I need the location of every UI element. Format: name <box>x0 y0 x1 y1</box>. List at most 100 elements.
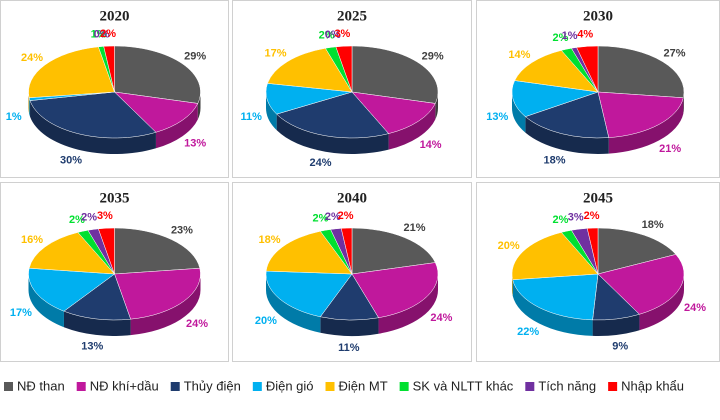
data-label: 2% <box>100 28 116 40</box>
slice <box>103 45 115 93</box>
slice <box>98 227 115 275</box>
data-label: 0% <box>325 29 341 41</box>
slice-side <box>512 279 593 336</box>
slice <box>511 80 599 117</box>
legend-label: Điện MT <box>339 378 388 393</box>
slice-side <box>29 97 31 117</box>
slice <box>267 47 353 93</box>
slice <box>265 230 353 275</box>
data-label: 24% <box>684 302 706 314</box>
slice <box>514 50 599 93</box>
data-label: 23% <box>171 224 193 236</box>
data-label: 29% <box>184 50 206 62</box>
slice-side <box>639 274 684 331</box>
legend-swatch <box>4 382 13 391</box>
slice-side <box>155 103 198 149</box>
data-label: 1% <box>6 111 22 123</box>
data-label: 24% <box>21 52 43 64</box>
chart-title: 2035 <box>100 190 130 206</box>
data-label: 30% <box>60 154 82 166</box>
data-label: 21% <box>659 143 681 155</box>
data-label: 3% <box>568 211 584 223</box>
data-label: 14% <box>508 49 530 61</box>
data-label: 11% <box>241 111 263 123</box>
legend-label: NĐ khí+dầu <box>90 378 159 393</box>
slice <box>113 91 199 133</box>
legend-label: SK và NLTT khác <box>413 378 514 393</box>
data-label: 1% <box>562 30 578 42</box>
slice <box>114 45 201 104</box>
slice-side <box>320 316 379 337</box>
legend-swatch <box>76 382 86 391</box>
legend-label: NĐ than <box>17 378 65 393</box>
data-label: 24% <box>430 312 452 324</box>
data-label: 2% <box>313 213 329 225</box>
slice-side <box>378 274 438 334</box>
data-label: 17% <box>264 48 286 60</box>
slice <box>351 91 436 134</box>
slice <box>28 46 115 99</box>
slice-side <box>276 114 389 154</box>
data-label: 18% <box>258 234 280 246</box>
slice <box>28 267 116 312</box>
slice <box>351 262 439 319</box>
slice <box>512 273 599 321</box>
data-label: 16% <box>21 234 43 246</box>
data-label: 18% <box>642 219 664 231</box>
legend-swatch <box>170 382 180 391</box>
data-label: 13% <box>486 111 508 123</box>
data-label: 20% <box>498 240 520 252</box>
slice-side <box>63 311 131 336</box>
legend-swatch <box>608 382 618 391</box>
slice <box>511 232 599 281</box>
slice <box>276 91 390 139</box>
data-label: 22% <box>517 326 539 338</box>
slice <box>586 227 599 275</box>
slice-side <box>266 274 321 333</box>
data-label: 2% <box>552 32 568 44</box>
slice <box>524 91 610 139</box>
slice <box>340 227 353 275</box>
pie-chart: 2045 18% 24% 9% 22% 20% 2% 3% 2% <box>476 182 720 362</box>
slice <box>597 45 685 99</box>
data-label: 2% <box>69 214 85 226</box>
slice-side <box>388 103 436 150</box>
chart-title: 2030 <box>583 8 613 24</box>
slice <box>114 227 201 275</box>
data-label: 2% <box>325 211 341 223</box>
slice-side <box>266 92 277 131</box>
slice <box>335 45 353 93</box>
slice-side <box>608 97 684 154</box>
legend-swatch <box>252 382 262 391</box>
data-label: 17% <box>10 307 32 319</box>
data-label: 20% <box>255 315 277 327</box>
data-label: 11% <box>338 342 360 354</box>
legend-label: Tích năng <box>538 378 596 393</box>
data-label: 24% <box>309 157 331 169</box>
slice <box>597 254 685 315</box>
slice <box>29 91 157 139</box>
legend-label: Điện gió <box>266 378 314 393</box>
data-label: 2% <box>319 30 335 42</box>
chart-title: 2040 <box>337 190 367 206</box>
data-label: 9% <box>612 341 628 353</box>
data-label: 2% <box>338 210 354 222</box>
pie-chart: 2025 29% 14% 24% 11% 17% 2%0%3% <box>232 0 472 178</box>
slice <box>351 45 439 104</box>
data-label: 3% <box>334 28 350 40</box>
slice-side <box>592 314 640 337</box>
data-label: 14% <box>420 139 442 151</box>
slice-side <box>28 274 64 328</box>
data-label: 1% <box>91 29 107 41</box>
legend-swatch <box>325 382 335 391</box>
data-label: 2% <box>81 212 97 224</box>
legend-label: Nhập khẩu <box>621 378 684 393</box>
slice-side <box>30 100 156 154</box>
data-label: 21% <box>404 222 426 234</box>
legend-swatch <box>525 382 535 391</box>
slice <box>351 227 436 275</box>
slice-side <box>525 116 609 155</box>
